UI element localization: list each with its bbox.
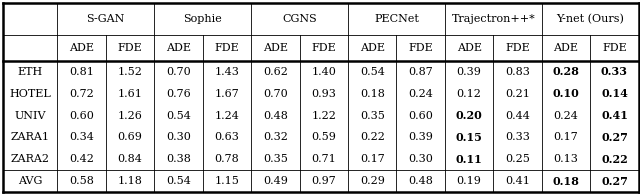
Text: 0.60: 0.60 [69, 111, 94, 121]
Text: PECNet: PECNet [374, 14, 419, 24]
Text: 0.27: 0.27 [601, 132, 628, 143]
Text: ZARA1: ZARA1 [11, 132, 50, 142]
Text: 0.21: 0.21 [505, 89, 530, 99]
Text: 0.20: 0.20 [456, 110, 483, 121]
Text: 0.30: 0.30 [166, 132, 191, 142]
Text: 0.13: 0.13 [554, 154, 579, 164]
Text: 0.17: 0.17 [554, 132, 579, 142]
Text: 0.70: 0.70 [263, 89, 287, 99]
Text: 0.30: 0.30 [408, 154, 433, 164]
Text: S-GAN: S-GAN [86, 14, 125, 24]
Text: 0.93: 0.93 [311, 89, 336, 99]
Text: FDE: FDE [408, 43, 433, 53]
Text: 1.67: 1.67 [214, 89, 239, 99]
Text: 1.15: 1.15 [214, 176, 239, 186]
Text: 0.33: 0.33 [505, 132, 530, 142]
Text: 0.18: 0.18 [360, 89, 385, 99]
Text: UNIV: UNIV [15, 111, 46, 121]
Text: 1.40: 1.40 [311, 67, 336, 77]
Text: 0.72: 0.72 [69, 89, 94, 99]
Text: 0.78: 0.78 [214, 154, 239, 164]
Text: 0.44: 0.44 [505, 111, 530, 121]
Text: 0.54: 0.54 [166, 176, 191, 186]
Text: 0.63: 0.63 [214, 132, 239, 142]
Text: 0.25: 0.25 [505, 154, 530, 164]
Text: 0.71: 0.71 [312, 154, 336, 164]
Text: 0.84: 0.84 [118, 154, 142, 164]
Text: 1.43: 1.43 [214, 67, 239, 77]
Text: 1.18: 1.18 [118, 176, 142, 186]
Text: 0.39: 0.39 [457, 67, 481, 77]
Text: ZARA2: ZARA2 [11, 154, 50, 164]
Text: 0.27: 0.27 [601, 176, 628, 187]
Text: 0.58: 0.58 [69, 176, 94, 186]
Text: 0.97: 0.97 [312, 176, 336, 186]
Text: HOTEL: HOTEL [10, 89, 51, 99]
Text: ADE: ADE [69, 43, 94, 53]
Text: 0.83: 0.83 [505, 67, 530, 77]
Text: ADE: ADE [166, 43, 191, 53]
Text: AVG: AVG [18, 176, 42, 186]
Text: 0.42: 0.42 [69, 154, 94, 164]
Text: 0.35: 0.35 [360, 111, 385, 121]
Text: 0.48: 0.48 [408, 176, 433, 186]
Text: Sophie: Sophie [183, 14, 222, 24]
Text: ADE: ADE [456, 43, 482, 53]
Text: 1.61: 1.61 [118, 89, 142, 99]
Text: 0.32: 0.32 [263, 132, 288, 142]
Text: CGNS: CGNS [282, 14, 317, 24]
Text: 1.22: 1.22 [311, 111, 336, 121]
Text: 0.14: 0.14 [601, 88, 628, 99]
Text: 0.29: 0.29 [360, 176, 385, 186]
Text: 0.59: 0.59 [311, 132, 336, 142]
Text: 0.62: 0.62 [263, 67, 288, 77]
Text: FDE: FDE [214, 43, 239, 53]
Text: FDE: FDE [505, 43, 530, 53]
Text: ADE: ADE [263, 43, 288, 53]
Text: FDE: FDE [312, 43, 336, 53]
Text: 1.52: 1.52 [118, 67, 142, 77]
Text: 0.17: 0.17 [360, 154, 385, 164]
Text: 0.39: 0.39 [408, 132, 433, 142]
Text: FDE: FDE [602, 43, 627, 53]
Text: FDE: FDE [118, 43, 142, 53]
Text: 0.24: 0.24 [408, 89, 433, 99]
Text: 0.18: 0.18 [552, 176, 579, 187]
Text: 0.87: 0.87 [408, 67, 433, 77]
Text: 1.26: 1.26 [118, 111, 142, 121]
Text: 0.12: 0.12 [457, 89, 481, 99]
Text: 0.81: 0.81 [69, 67, 94, 77]
Text: 0.54: 0.54 [166, 111, 191, 121]
Text: 0.24: 0.24 [554, 111, 579, 121]
Text: 0.15: 0.15 [456, 132, 483, 143]
Text: 0.76: 0.76 [166, 89, 191, 99]
Text: 0.19: 0.19 [457, 176, 481, 186]
Text: 0.60: 0.60 [408, 111, 433, 121]
Text: 0.38: 0.38 [166, 154, 191, 164]
Text: 0.48: 0.48 [263, 111, 288, 121]
Text: ETH: ETH [17, 67, 43, 77]
Text: ADE: ADE [360, 43, 385, 53]
Text: 0.41: 0.41 [505, 176, 530, 186]
Text: 0.70: 0.70 [166, 67, 191, 77]
Text: Trajectron++*: Trajectron++* [451, 14, 535, 24]
Text: 0.28: 0.28 [552, 66, 579, 77]
Text: Y-net (Ours): Y-net (Ours) [556, 14, 624, 24]
Text: 1.24: 1.24 [214, 111, 239, 121]
Text: 0.41: 0.41 [601, 110, 628, 121]
Text: 0.35: 0.35 [263, 154, 288, 164]
Text: 0.22: 0.22 [601, 154, 628, 165]
Text: ADE: ADE [554, 43, 579, 53]
Text: 0.11: 0.11 [456, 154, 483, 165]
Text: 0.49: 0.49 [263, 176, 288, 186]
Text: 0.10: 0.10 [553, 88, 579, 99]
Text: 0.54: 0.54 [360, 67, 385, 77]
Text: 0.22: 0.22 [360, 132, 385, 142]
Text: 0.33: 0.33 [601, 66, 628, 77]
Text: 0.34: 0.34 [69, 132, 94, 142]
Text: 0.69: 0.69 [118, 132, 142, 142]
